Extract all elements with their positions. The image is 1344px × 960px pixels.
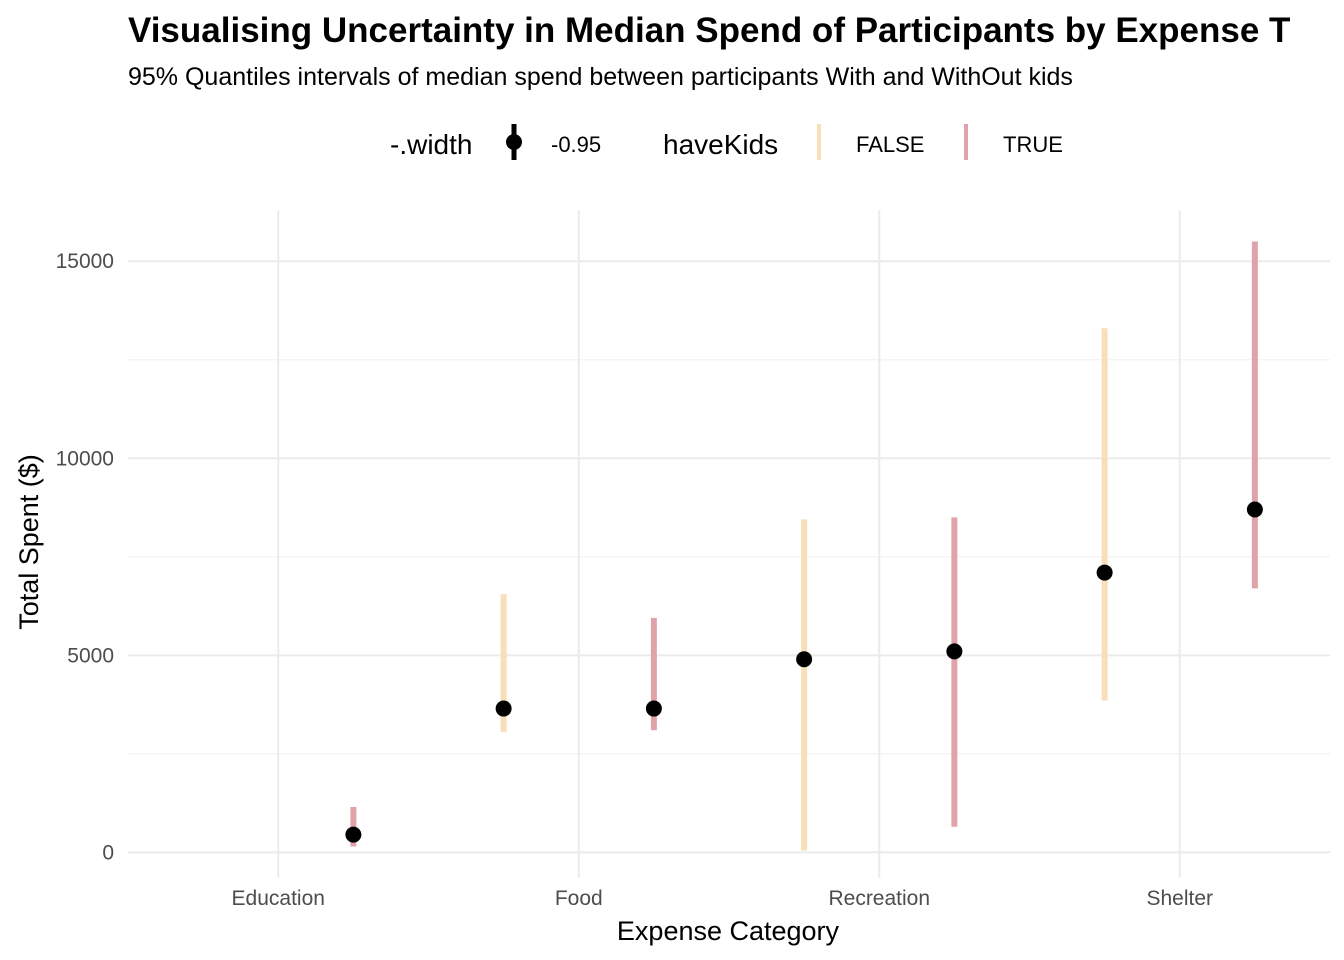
legend-true-label: TRUE	[1003, 132, 1063, 157]
y-axis-ticks: 0 5000 10000 15000	[56, 250, 114, 864]
y-tick-label: 5000	[67, 644, 114, 667]
chart-title: Visualising Uncertainty in Median Spend …	[128, 11, 1290, 50]
median-point-true-food	[645, 700, 662, 717]
grid	[128, 210, 1330, 878]
y-tick-label: 15000	[56, 250, 114, 273]
x-tick-label: Shelter	[1146, 887, 1213, 910]
y-tick-label: 0	[102, 841, 114, 864]
legend-width-title: -.width	[390, 129, 472, 160]
y-tick-label: 10000	[56, 447, 114, 470]
legend: -.width -0.95 haveKids FALSE TRUE	[390, 124, 1063, 160]
x-axis-ticks: Education Food Recreation Shelter	[232, 887, 1213, 910]
median-point-true-education	[345, 826, 362, 843]
x-tick-label: Food	[555, 887, 603, 910]
legend-false-label: FALSE	[856, 132, 924, 157]
data-marks	[345, 241, 1263, 851]
median-point-true-recreation	[946, 643, 963, 660]
y-axis-title: Total Spent ($)	[14, 454, 44, 630]
median-point-false-shelter	[1096, 564, 1113, 581]
median-point-false-food	[495, 700, 512, 717]
chart-subtitle: 95% Quantiles intervals of median spend …	[128, 63, 1073, 91]
median-point-true-shelter	[1246, 501, 1263, 518]
x-tick-label: Recreation	[828, 887, 930, 910]
x-axis-title: Expense Category	[617, 916, 840, 946]
x-tick-label: Education	[232, 887, 325, 910]
legend-group-title: haveKids	[663, 129, 778, 160]
legend-width-label: -0.95	[551, 132, 601, 157]
median-point-false-recreation	[796, 651, 813, 668]
legend-width-key-point	[506, 134, 522, 150]
